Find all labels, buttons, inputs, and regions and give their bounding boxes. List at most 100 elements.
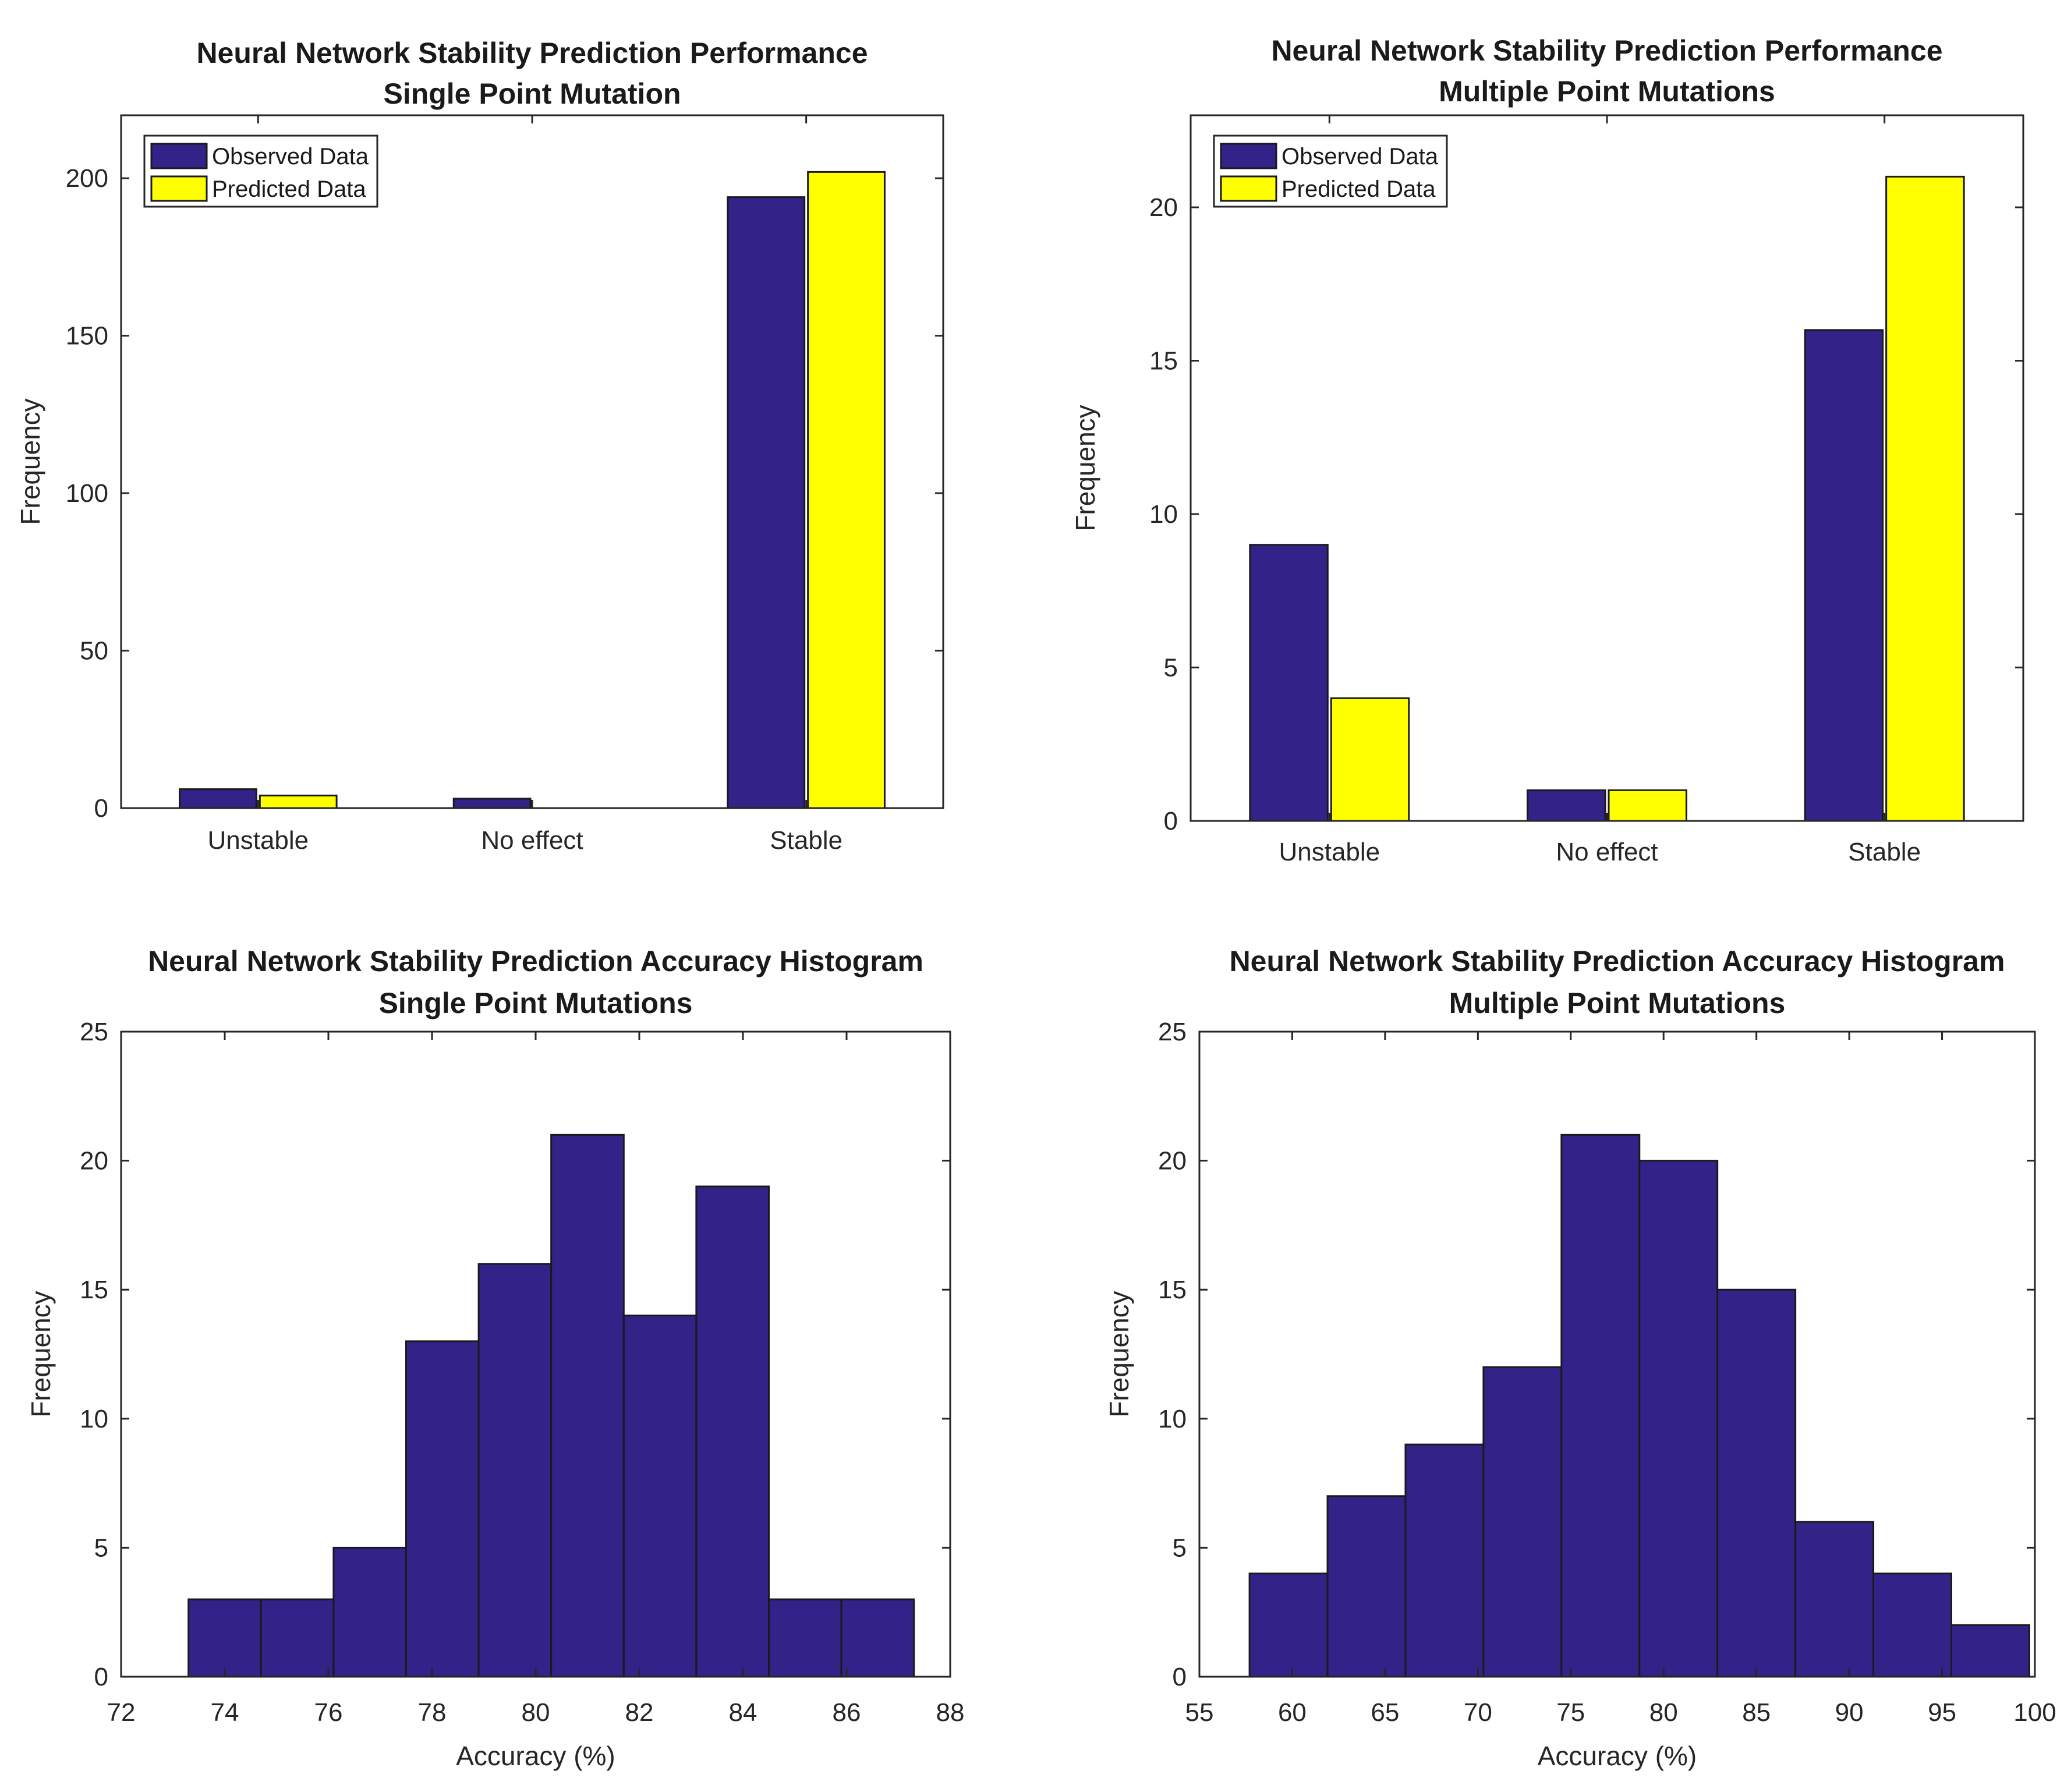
y-tick-label: 150 — [66, 322, 108, 350]
y-tick-label: 200 — [66, 164, 108, 193]
histogram-bar — [1950, 1624, 2030, 1678]
legend-swatch-predicted — [1220, 175, 1277, 202]
y-tick-label: 10 — [1158, 1405, 1187, 1433]
bar-stable-predicted — [1885, 175, 1965, 822]
y-tick-label: 20 — [80, 1147, 108, 1175]
bar-no-effect-observed — [1527, 789, 1606, 822]
y-tick-label: 15 — [1158, 1276, 1187, 1304]
chart-title: Neural Network Stability Prediction Perf… — [196, 37, 868, 69]
histogram-bar — [332, 1546, 408, 1678]
y-tick-label: 5 — [94, 1534, 108, 1562]
chart-title: Neural Network Stability Prediction Accu… — [148, 945, 923, 978]
histogram-bar — [1326, 1495, 1407, 1678]
y-tick-label: 5 — [1173, 1534, 1187, 1562]
histogram-bar — [1638, 1160, 1719, 1678]
x-tick-label: Unstable — [207, 826, 309, 855]
x-tick-label: 90 — [1835, 1698, 1864, 1727]
x-tick-label: 78 — [418, 1698, 447, 1727]
chart-subtitle: Single Point Mutations — [379, 987, 693, 1019]
y-axis-label: Frequency — [15, 398, 45, 525]
histogram-bar — [622, 1315, 698, 1678]
chart-subtitle: Multiple Point Mutations — [1449, 987, 1786, 1019]
x-axis-label: Accuracy (%) — [1538, 1741, 1697, 1771]
histogram-bar — [840, 1598, 915, 1678]
histogram-bar — [550, 1134, 625, 1678]
x-tick-label: 80 — [1649, 1698, 1678, 1727]
histogram-bar — [1872, 1573, 1952, 1678]
y-tick-label: 0 — [94, 794, 108, 823]
x-tick-label: 82 — [625, 1698, 654, 1727]
x-tick-label: 88 — [936, 1698, 965, 1727]
bar-no-effect-predicted — [1608, 789, 1687, 822]
axes-frame — [120, 114, 944, 809]
x-tick-label: 76 — [314, 1698, 343, 1727]
y-axis-label: Frequency — [1104, 1291, 1134, 1417]
axes-frame — [120, 1030, 951, 1678]
bar-unstable-predicted — [1330, 697, 1410, 822]
histogram-bar — [405, 1340, 480, 1678]
y-axis-label: Frequency — [26, 1291, 56, 1417]
chart-4: Neural Network Stability Prediction Accu… — [1104, 945, 2056, 1771]
y-tick-label: 0 — [1164, 807, 1178, 835]
chart-subtitle: Multiple Point Mutations — [1439, 75, 1775, 108]
x-tick-label: No effect — [481, 826, 583, 855]
chart-title: Neural Network Stability Prediction Perf… — [1271, 34, 1942, 67]
bar-unstable-predicted — [259, 794, 338, 809]
x-tick-label: 74 — [211, 1698, 239, 1727]
bar-stable-predicted — [807, 171, 886, 809]
y-axis-label: Frequency — [1070, 405, 1100, 531]
y-tick-label: 50 — [80, 637, 108, 665]
legend-swatch-observed — [150, 143, 208, 169]
histogram-bar — [1560, 1134, 1641, 1678]
x-tick-label: No effect — [1556, 838, 1658, 866]
y-tick-label: 15 — [1149, 347, 1178, 376]
y-tick-label: 100 — [66, 479, 108, 508]
y-tick-label: 25 — [80, 1018, 108, 1046]
x-tick-label: 86 — [833, 1698, 861, 1727]
chart-3: Neural Network Stability Prediction Accu… — [26, 945, 964, 1771]
axes-frame — [1190, 114, 2024, 822]
y-tick-label: 5 — [1164, 654, 1178, 682]
y-tick-label: 25 — [1158, 1018, 1187, 1046]
legend-label: Predicted Data — [212, 176, 366, 202]
histogram-bar — [1716, 1288, 1797, 1678]
chart-subtitle: Single Point Mutation — [383, 77, 681, 110]
histogram-bar — [260, 1598, 335, 1678]
bar-stable-observed — [1804, 329, 1884, 822]
histogram-bar — [1482, 1366, 1563, 1678]
y-tick-label: 20 — [1149, 193, 1178, 222]
histogram-bar — [477, 1263, 553, 1678]
legend-swatch-observed — [1220, 143, 1277, 169]
y-tick-label: 0 — [94, 1663, 108, 1691]
x-tick-label: 75 — [1556, 1698, 1585, 1727]
x-tick-label: 70 — [1464, 1698, 1492, 1727]
bar-unstable-observed — [179, 788, 257, 809]
histogram-bar — [1794, 1521, 1875, 1678]
x-tick-label: Stable — [1848, 838, 1921, 866]
y-tick-label: 10 — [1149, 500, 1178, 529]
bar-stable-observed — [727, 196, 806, 809]
x-tick-label: Unstable — [1279, 838, 1380, 866]
legend-label: Predicted Data — [1281, 176, 1436, 202]
histogram-bar — [695, 1185, 770, 1678]
x-tick-label: Stable — [770, 826, 842, 855]
y-tick-label: 0 — [1173, 1663, 1187, 1691]
histogram-bar — [187, 1598, 262, 1678]
bar-no-effect-observed — [452, 798, 532, 809]
x-tick-label: 85 — [1742, 1698, 1771, 1727]
bar-unstable-observed — [1249, 544, 1329, 822]
x-tick-label: 55 — [1185, 1698, 1214, 1727]
x-tick-label: 72 — [107, 1698, 136, 1727]
x-tick-label: 95 — [1928, 1698, 1956, 1727]
histogram-bar — [1404, 1443, 1485, 1678]
y-tick-label: 10 — [80, 1405, 108, 1433]
x-tick-label: 84 — [729, 1698, 757, 1727]
x-tick-label: 65 — [1371, 1698, 1399, 1727]
x-tick-label: 100 — [2013, 1698, 2056, 1727]
chart-2: Neural Network Stability Prediction Perf… — [1070, 34, 2024, 866]
legend-swatch-predicted — [150, 175, 208, 202]
histogram-bar — [768, 1598, 842, 1678]
x-axis-label: Accuracy (%) — [456, 1741, 615, 1771]
legend-label: Observed Data — [1281, 144, 1439, 169]
